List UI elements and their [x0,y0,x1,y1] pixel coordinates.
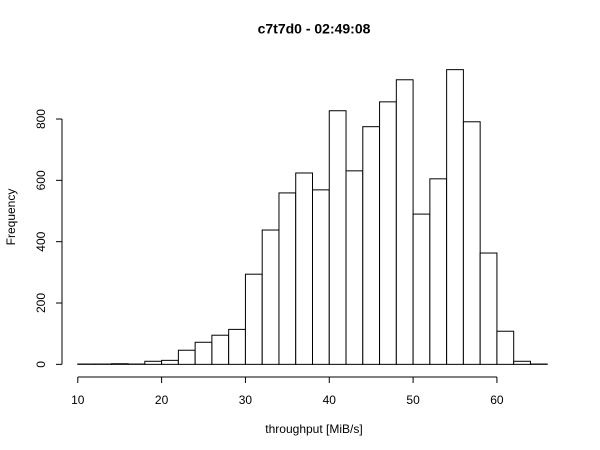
bar [395,79,414,365]
bar [295,172,314,365]
bar [496,330,515,365]
bar [211,334,230,365]
x-tick-label: 30 [239,393,253,407]
y-tick-label: 200 [34,293,48,313]
bar [513,360,531,365]
bar [362,126,381,365]
y-tick-label: 800 [34,109,48,129]
bar [144,360,163,365]
bar [412,213,431,365]
bar [261,229,280,365]
bar [194,341,213,365]
x-axis-label: throughput [MiB/s] [265,422,362,436]
y-tick-label: 400 [34,231,48,251]
y-tick-label: 600 [34,170,48,190]
bar [429,178,448,365]
x-tick-label: 60 [490,393,504,407]
bar [379,101,397,365]
bar [479,252,498,365]
x-tick-label: 50 [406,393,420,407]
x-tick-label: 10 [71,393,85,407]
bar [462,121,481,365]
bar [228,328,246,365]
y-axis-label: Frequency [4,189,18,246]
bar [161,359,179,365]
bar [345,170,364,365]
x-tick-label: 40 [323,393,337,407]
bar [244,273,263,365]
bar [177,349,196,365]
bar [446,69,464,365]
bar [328,110,347,365]
y-tick-label: 0 [34,361,48,368]
bar [312,189,330,365]
bar [278,192,297,365]
bar [110,363,129,365]
x-tick-label: 20 [155,393,169,407]
chart-title: c7t7d0 - 02:49:08 [258,21,371,37]
